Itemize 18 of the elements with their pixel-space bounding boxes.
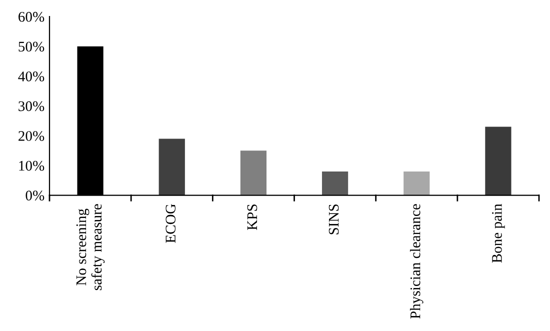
x-tick-label: Bone pain: [492, 204, 505, 263]
x-tick-label: Physician clearance: [410, 204, 424, 319]
y-tick-label: 40%: [18, 71, 44, 82]
y-tick-label: 30%: [18, 101, 44, 112]
x-tick-label: ECOG: [166, 204, 176, 243]
y-tick-label: 10%: [19, 160, 44, 171]
bar: [404, 171, 430, 196]
x-tick-label: SINS: [328, 204, 339, 234]
y-tick-label: 50%: [18, 42, 44, 52]
bar: [322, 171, 348, 196]
bar: [158, 138, 185, 196]
y-tick-label: 0%: [26, 190, 44, 201]
bar: [240, 150, 267, 196]
y-tick-label: 20%: [18, 131, 44, 141]
x-tick-label: KPS: [247, 204, 258, 230]
y-tick-label: 60%: [18, 12, 44, 22]
bar: [485, 126, 512, 196]
x-tick-label: No screening safety measure: [76, 204, 105, 290]
